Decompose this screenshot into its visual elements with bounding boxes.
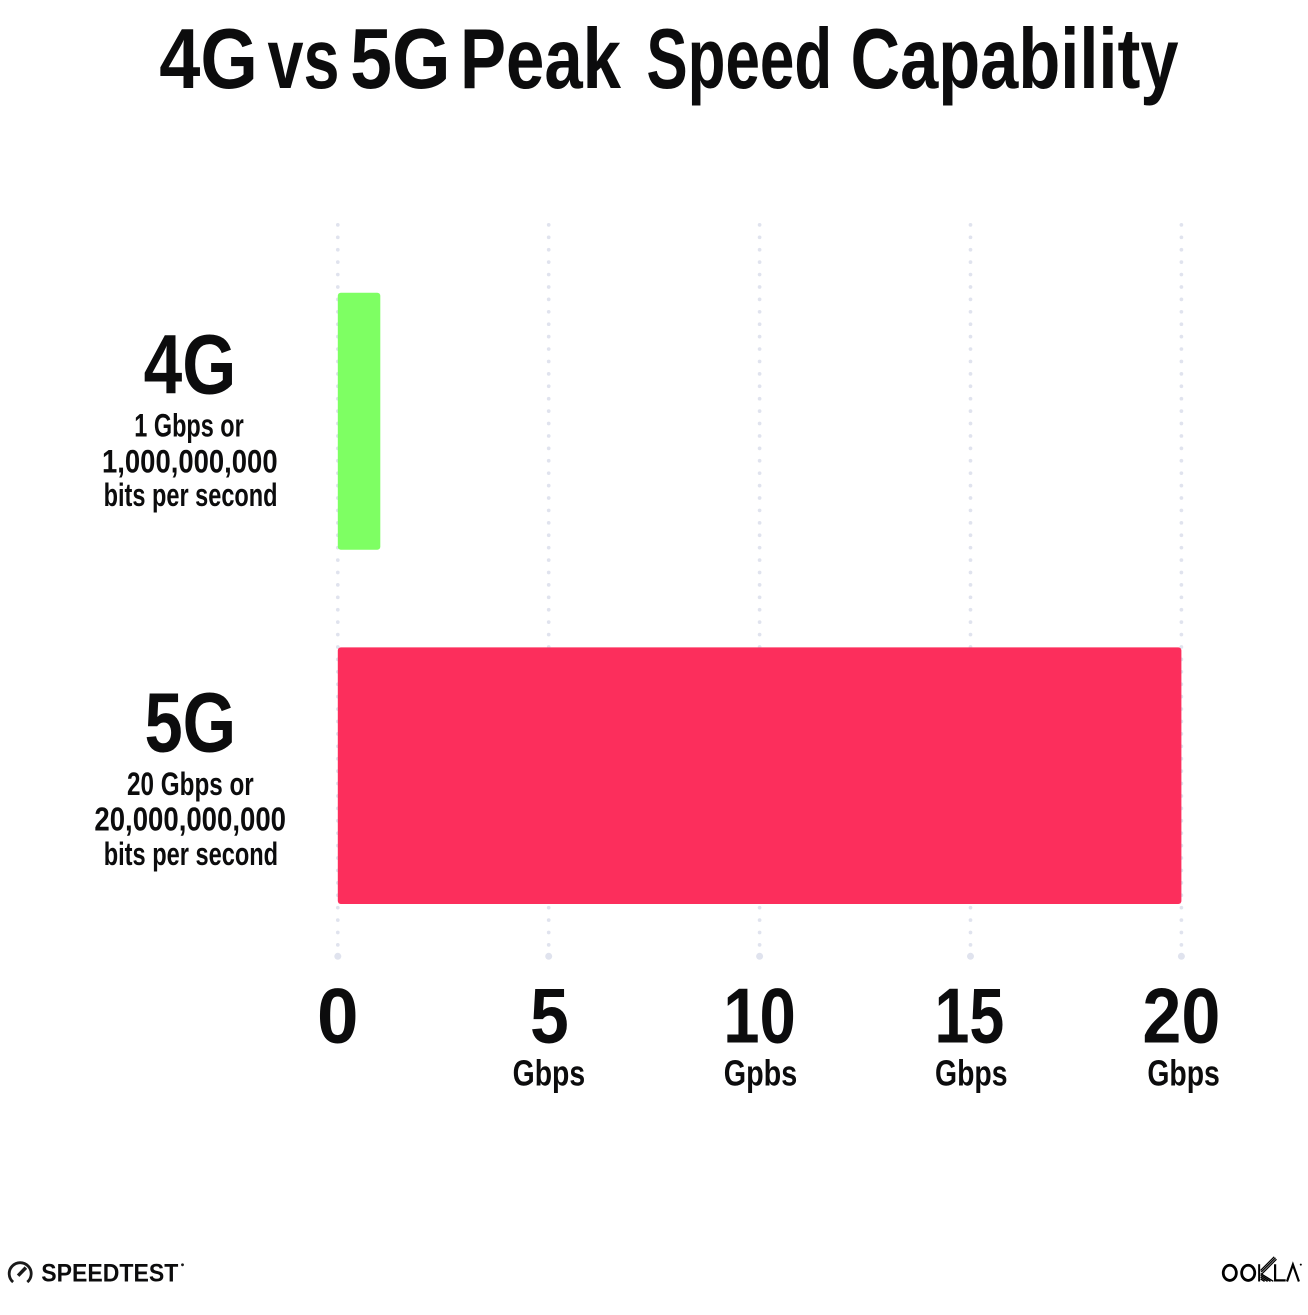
svg-text:4G: 4G — [159, 12, 258, 107]
svg-text:bits per second: bits per second — [104, 836, 278, 872]
svg-text:1,000,000,000: 1,000,000,000 — [102, 443, 278, 479]
svg-text:vs: vs — [268, 12, 340, 107]
svg-text:SPEEDTEST: SPEEDTEST — [41, 1260, 178, 1287]
svg-text:Gpbs: Gpbs — [724, 1053, 798, 1094]
svg-text:20: 20 — [1142, 974, 1220, 1060]
svg-text:Gbps: Gbps — [513, 1053, 586, 1094]
svg-text:1 Gbps or: 1 Gbps or — [134, 407, 244, 443]
svg-text:Capability: Capability — [851, 12, 1179, 107]
svg-text:20 Gbps or: 20 Gbps or — [127, 766, 254, 802]
svg-text:bits per second: bits per second — [104, 477, 278, 513]
svg-text:10: 10 — [723, 974, 796, 1060]
svg-text:5: 5 — [530, 974, 569, 1060]
svg-text:4G: 4G — [144, 318, 237, 412]
svg-text:5G: 5G — [144, 676, 236, 770]
svg-text:0: 0 — [317, 974, 359, 1060]
svg-text:20,000,000,000: 20,000,000,000 — [94, 802, 286, 839]
svg-text:Gbps: Gbps — [935, 1053, 1008, 1094]
svg-text:15: 15 — [935, 974, 1005, 1060]
svg-text:Peak: Peak — [460, 12, 622, 107]
svg-text:Speed: Speed — [646, 12, 832, 107]
svg-text:5G: 5G — [350, 12, 451, 107]
svg-text:Gbps: Gbps — [1147, 1053, 1220, 1094]
